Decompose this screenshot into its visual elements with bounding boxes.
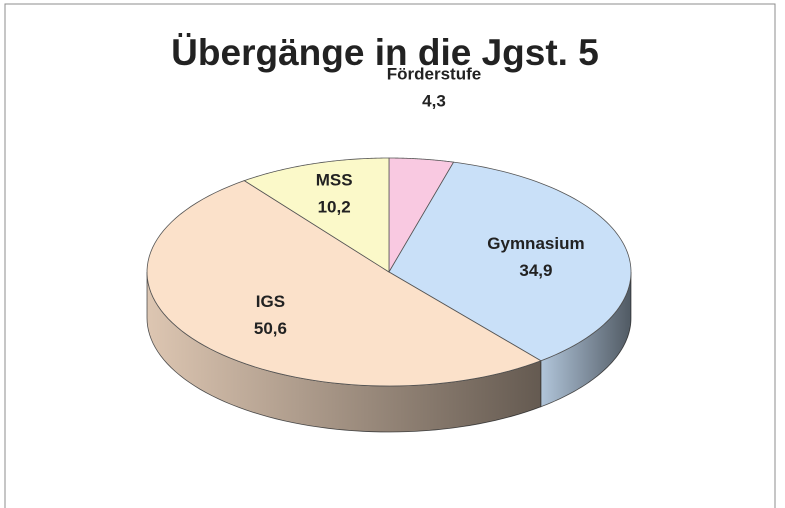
pie-slice: [243, 157, 390, 273]
pie-wall-shade: [147, 272, 541, 432]
pie-slice: [388, 157, 455, 274]
category-label: Gymnasium: [487, 234, 584, 253]
pie-walls: [146, 271, 632, 433]
value-label: 34,9: [519, 261, 552, 280]
category-label: Förderstufe: [387, 65, 481, 84]
pie-tops: [146, 157, 632, 387]
value-label: 10,2: [318, 198, 351, 217]
pie-slice: [388, 161, 632, 362]
pie-labels: Förderstufe 4,3 Gymnasium 34,9 IGS 50,6 MSS 10,…: [254, 65, 585, 338]
value-label: 50,6: [254, 319, 287, 338]
category-label: IGS: [256, 292, 285, 311]
pie-wall-shade: [540, 272, 631, 407]
value-label: 4,3: [422, 92, 446, 111]
category-label: MSS: [316, 171, 353, 190]
chart-title: Übergänge in die Jgst. 5: [171, 32, 599, 73]
pie-slice: [146, 180, 542, 387]
